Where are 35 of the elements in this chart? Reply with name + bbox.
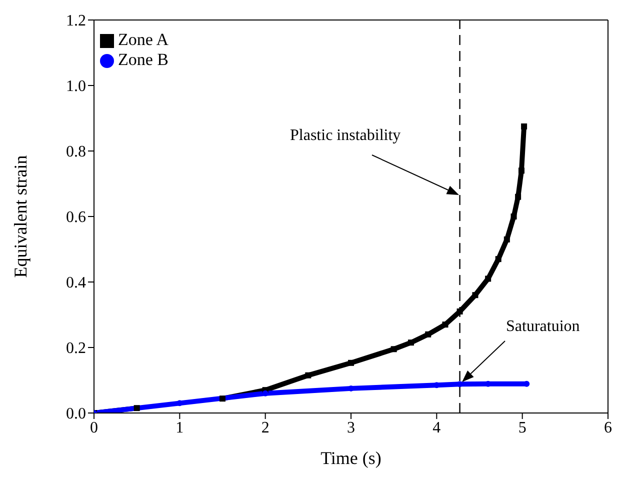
y-tick-label: 0.6: [66, 209, 86, 226]
x-tick-label: 1: [176, 419, 184, 436]
point: [521, 123, 528, 130]
y-tick-label: 0.0: [66, 406, 86, 423]
y-tick-label: 1.0: [66, 78, 86, 96]
y-tick-label: 0.4: [66, 274, 86, 292]
x-tick-label: 6: [604, 419, 612, 436]
annotation: Plastic instability: [290, 127, 401, 144]
point: [495, 256, 502, 262]
legend-label: Zone A: [118, 30, 169, 49]
point: [390, 346, 397, 352]
y-axis-title: Equivalent strain: [10, 155, 30, 278]
point: [456, 308, 463, 314]
y-tick-label: 1.2: [66, 12, 86, 30]
point: [220, 396, 226, 402]
y-tick-label: 0.2: [66, 340, 86, 358]
x-tick-label: 3: [347, 419, 355, 436]
point: [305, 372, 312, 378]
x-tick-label: 0: [90, 419, 98, 436]
point: [408, 340, 414, 346]
point: [425, 331, 432, 338]
x-tick-label: 2: [261, 419, 270, 436]
point: [485, 276, 492, 282]
point: [348, 360, 354, 366]
x-tick-label: 5: [518, 419, 526, 436]
point: [134, 405, 140, 412]
x-tick-label: 4: [432, 419, 441, 436]
point: [504, 236, 510, 242]
point: [442, 322, 448, 328]
legend-label: Zone B: [118, 50, 169, 69]
annotation: Saturatuion: [506, 318, 580, 335]
x-axis-title: Time (s): [320, 448, 382, 468]
y-tick-label: 0.8: [66, 144, 86, 161]
point: [262, 390, 268, 396]
point: [472, 292, 478, 298]
